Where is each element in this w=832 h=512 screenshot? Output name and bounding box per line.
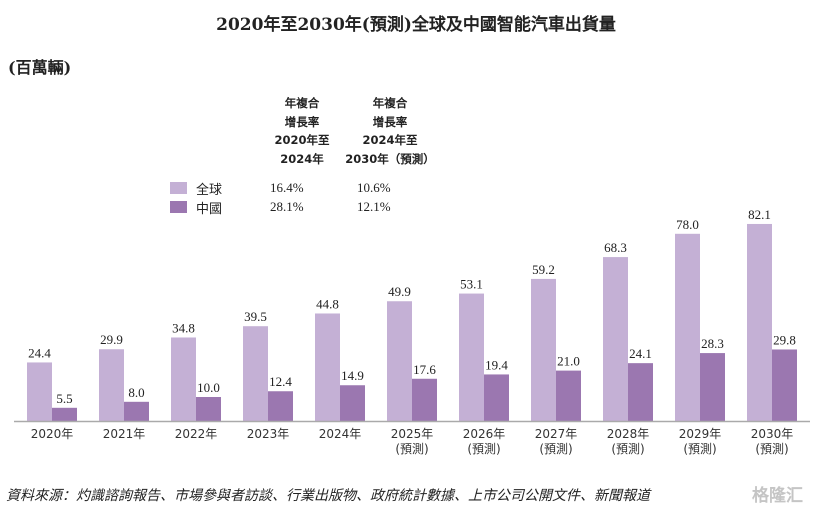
legend-swatch-china: [170, 201, 187, 213]
data-label: 28.3: [701, 336, 724, 351]
x-tick-label: 2025年: [391, 427, 434, 441]
x-tick-label: 2021年: [103, 427, 146, 441]
data-label: 82.1: [748, 207, 771, 222]
legend-label-global: 全球: [196, 183, 223, 198]
bar-global: [531, 278, 556, 421]
cagr-china-2024-2030: 12.1%: [357, 199, 391, 214]
data-label: 5.5: [56, 391, 72, 406]
x-tick-label: 2022年: [175, 427, 218, 441]
data-label: 29.9: [100, 332, 123, 347]
bar-global: [747, 223, 772, 421]
bar-global: [99, 349, 124, 421]
x-tick-label: 2030年: [751, 427, 794, 441]
bar-global: [315, 313, 340, 421]
data-label: 12.4: [269, 374, 292, 389]
data-label: 68.3: [604, 240, 627, 255]
data-label: 8.0: [128, 385, 144, 400]
watermark: 格隆汇: [752, 486, 803, 506]
data-label: 10.0: [197, 380, 220, 395]
chart-title: 2020年至2030年(預測)全球及中國智能汽車出貨量: [216, 15, 616, 35]
x-tick-label: 2026年: [463, 427, 506, 441]
data-label: 24.1: [629, 346, 652, 361]
bar-china: [700, 353, 725, 421]
cagr-global-2020-2024: 16.4%: [270, 180, 304, 195]
x-tick-label: 2029年: [679, 427, 722, 441]
data-label: 78.0: [676, 217, 699, 232]
data-label: 17.6: [413, 362, 436, 377]
bar-china: [340, 385, 365, 421]
data-label: 29.8: [773, 332, 796, 347]
bar-global: [387, 301, 412, 421]
bar-china: [484, 374, 509, 421]
bar-china: [412, 378, 437, 421]
x-tick-label: (預測): [755, 442, 788, 456]
cagr-global-2024-2030: 10.6%: [357, 180, 391, 195]
x-tick-label: (預測): [467, 442, 500, 456]
bar-china: [556, 370, 581, 421]
data-label: 44.8: [316, 296, 339, 311]
bar-global: [459, 293, 484, 421]
cagr-header-2020-2024: 年複合 增長率 2020年至 2024年: [274, 96, 330, 166]
data-label: 49.9: [388, 284, 411, 299]
bar-china: [52, 407, 77, 421]
x-tick-label: 2027年: [535, 427, 578, 441]
cagr-china-2020-2024: 28.1%: [270, 199, 304, 214]
bar-china: [124, 401, 149, 421]
data-label: 14.9: [341, 368, 364, 383]
bar-global: [675, 233, 700, 421]
x-tick-label: (預測): [683, 442, 716, 456]
bar-china: [628, 363, 653, 421]
data-label: 39.5: [244, 309, 267, 324]
cagr-header-2024-2030: 年複合 增長率 2024年至 2030年（預測）: [345, 96, 435, 166]
bar-global: [171, 337, 196, 421]
x-tick-label: (預測): [539, 442, 572, 456]
x-tick-label: 2023年: [247, 427, 290, 441]
bar-china: [772, 349, 797, 421]
bar-global: [243, 326, 268, 421]
x-tick-label: (預測): [395, 442, 428, 456]
x-tick-label: 2028年: [607, 427, 650, 441]
bar-global: [27, 362, 52, 421]
legend-label-china: 中國: [196, 202, 223, 217]
unit-label: (百萬輛): [8, 58, 72, 77]
x-tick-label: 2020年: [31, 427, 74, 441]
data-label: 34.8: [172, 320, 195, 335]
source-note: 資料來源：灼識諮詢報告、市場參與者訪談、行業出版物、政府統計數據、上市公司公開文…: [6, 488, 650, 504]
data-label: 53.1: [460, 277, 483, 292]
bar-global: [603, 257, 628, 421]
data-label: 59.2: [532, 262, 555, 277]
x-tick-label: 2024年: [319, 427, 362, 441]
data-label: 21.0: [557, 354, 580, 369]
x-tick-label: (預測): [611, 442, 644, 456]
data-label: 19.4: [485, 357, 508, 372]
legend-swatch-global: [170, 182, 187, 194]
bar-china: [196, 397, 221, 421]
bar-china: [268, 391, 293, 421]
data-label: 24.4: [28, 345, 51, 360]
